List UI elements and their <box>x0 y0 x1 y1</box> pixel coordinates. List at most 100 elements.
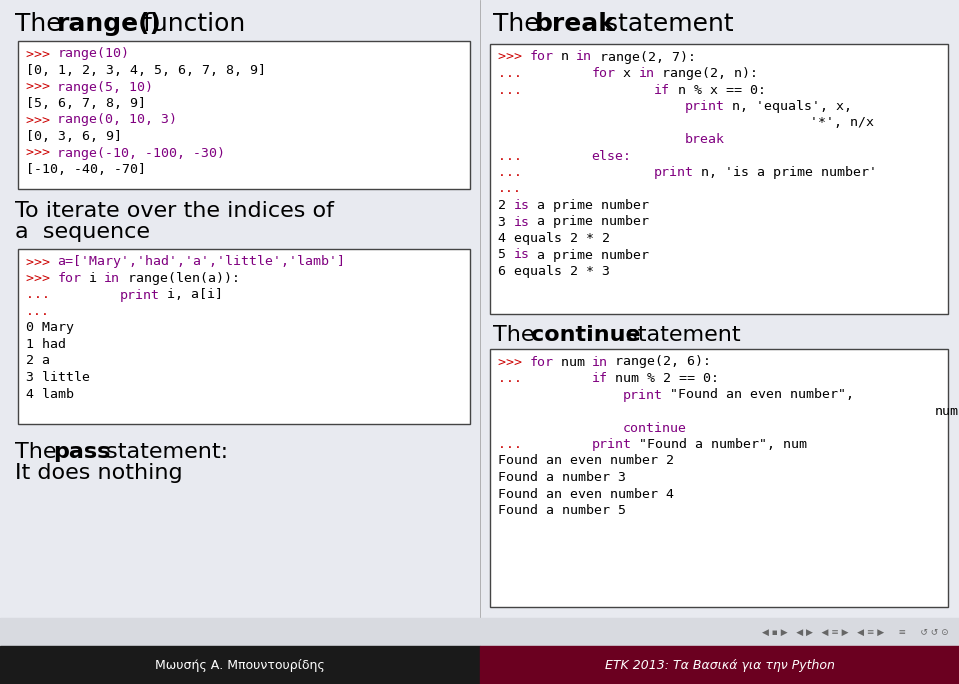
Text: >>>: >>> <box>26 47 58 60</box>
Bar <box>0 618 959 646</box>
Text: "Found an even number",: "Found an even number", <box>662 389 854 402</box>
Text: >>>: >>> <box>498 356 530 369</box>
Text: [-10, -40, -70]: [-10, -40, -70] <box>26 163 146 176</box>
FancyBboxPatch shape <box>18 249 470 424</box>
FancyBboxPatch shape <box>18 41 470 189</box>
Text: [0, 1, 2, 3, 4, 5, 6, 7, 8, 9]: [0, 1, 2, 3, 4, 5, 6, 7, 8, 9] <box>26 64 266 77</box>
Text: for: for <box>529 356 553 369</box>
Text: 0 Mary: 0 Mary <box>26 321 74 334</box>
Text: 1 had: 1 had <box>26 338 66 351</box>
Text: in: in <box>639 67 654 80</box>
Text: The: The <box>15 12 70 36</box>
Text: a prime number: a prime number <box>529 248 649 261</box>
Text: continue: continue <box>622 421 687 434</box>
Text: The: The <box>493 12 548 36</box>
Text: range(2, n):: range(2, n): <box>654 67 758 80</box>
Text: Found an even number 4: Found an even number 4 <box>498 488 674 501</box>
Text: '*', n/x: '*', n/x <box>810 116 874 129</box>
Text: ΕΤΚ 2013: Τα Βασικά για την Python: ΕΤΚ 2013: Τα Βασικά για την Python <box>605 659 835 672</box>
Text: >>>: >>> <box>26 256 58 269</box>
Text: 4 equals 2 * 2: 4 equals 2 * 2 <box>498 232 610 245</box>
Bar <box>0 646 480 684</box>
Text: >>>: >>> <box>26 146 58 159</box>
Text: function: function <box>135 12 246 36</box>
Text: range(): range() <box>57 12 162 36</box>
Text: statement: statement <box>619 325 740 345</box>
Text: range(len(a)):: range(len(a)): <box>120 272 240 285</box>
Text: continue: continue <box>531 325 641 345</box>
Text: print: print <box>120 289 159 302</box>
Text: Found an even number 2: Found an even number 2 <box>498 454 674 467</box>
Text: a prime number: a prime number <box>529 199 649 212</box>
Text: ...: ... <box>498 183 522 196</box>
Text: n: n <box>552 51 576 64</box>
Text: i: i <box>81 272 105 285</box>
Text: 2: 2 <box>498 199 514 212</box>
Text: if: if <box>592 372 608 385</box>
Text: range(-10, -100, -30): range(-10, -100, -30) <box>58 146 225 159</box>
Text: [5, 6, 7, 8, 9]: [5, 6, 7, 8, 9] <box>26 97 146 110</box>
Text: Found a number 3: Found a number 3 <box>498 471 626 484</box>
Text: if: if <box>654 83 670 96</box>
Text: print: print <box>654 166 694 179</box>
Text: "Found a number", num: "Found a number", num <box>631 438 807 451</box>
Text: in: in <box>104 272 120 285</box>
Text: is: is <box>514 199 529 212</box>
Text: range(2, 6):: range(2, 6): <box>607 356 712 369</box>
Text: print: print <box>592 438 632 451</box>
Text: pass: pass <box>53 442 110 462</box>
Text: ...: ... <box>26 305 50 318</box>
Text: n, 'equals', x,: n, 'equals', x, <box>724 100 853 113</box>
Text: ...: ... <box>498 67 530 80</box>
Text: It does nothing: It does nothing <box>15 463 182 483</box>
Text: >>>: >>> <box>498 51 530 64</box>
Text: 3 little: 3 little <box>26 371 90 384</box>
Text: Μωυσής Α. Μπουντουρίδης: Μωυσής Α. Μπουντουρίδης <box>155 659 325 672</box>
Text: The: The <box>493 325 542 345</box>
Text: a prime number: a prime number <box>529 215 649 228</box>
Text: 5: 5 <box>498 248 514 261</box>
Text: for: for <box>58 272 82 285</box>
Text: range(5, 10): range(5, 10) <box>58 81 153 94</box>
Text: for: for <box>592 67 616 80</box>
Text: break: break <box>535 12 616 36</box>
Text: x: x <box>615 67 639 80</box>
Text: break: break <box>685 133 725 146</box>
Text: n, 'is a prime number': n, 'is a prime number' <box>693 166 877 179</box>
Text: Found a number 5: Found a number 5 <box>498 504 626 517</box>
Text: ...: ... <box>498 166 530 179</box>
Text: in: in <box>576 51 592 64</box>
Text: ...: ... <box>498 438 530 451</box>
FancyBboxPatch shape <box>490 44 948 314</box>
Text: is: is <box>514 248 529 261</box>
Text: print: print <box>622 389 663 402</box>
Text: >>>: >>> <box>26 81 58 94</box>
Text: n % x == 0:: n % x == 0: <box>669 83 765 96</box>
Text: is: is <box>514 215 529 228</box>
Text: num: num <box>552 356 593 369</box>
Text: ...: ... <box>498 150 530 163</box>
Text: 6 equals 2 * 3: 6 equals 2 * 3 <box>498 265 610 278</box>
Text: ...: ... <box>498 83 530 96</box>
Text: To iterate over the indices of: To iterate over the indices of <box>15 201 334 221</box>
Text: ...: ... <box>26 289 58 302</box>
Text: i, a[i]: i, a[i] <box>158 289 222 302</box>
Text: range(10): range(10) <box>58 47 129 60</box>
Text: 3: 3 <box>498 215 514 228</box>
Text: [0, 3, 6, 9]: [0, 3, 6, 9] <box>26 130 122 143</box>
Text: num % 2 == 0:: num % 2 == 0: <box>607 372 719 385</box>
Text: print: print <box>685 100 725 113</box>
Text: a=['Mary','had','a','little','lamb']: a=['Mary','had','a','little','lamb'] <box>58 256 345 269</box>
Text: 4 lamb: 4 lamb <box>26 388 74 401</box>
FancyBboxPatch shape <box>490 349 948 607</box>
Text: ...: ... <box>498 372 530 385</box>
Text: >>>: >>> <box>26 272 58 285</box>
Text: for: for <box>529 51 553 64</box>
Text: num: num <box>935 405 959 418</box>
Text: range(0, 10, 3): range(0, 10, 3) <box>58 114 177 127</box>
Text: ◀ ▪ ▶   ◀ ▶   ◀ ≡ ▶   ◀ ≡ ▶     ≡     ↺ ↺ ⊙: ◀ ▪ ▶ ◀ ▶ ◀ ≡ ▶ ◀ ≡ ▶ ≡ ↺ ↺ ⊙ <box>762 627 949 637</box>
Text: in: in <box>592 356 608 369</box>
Text: 2 a: 2 a <box>26 354 50 367</box>
Text: >>>: >>> <box>26 114 58 127</box>
Text: a  sequence: a sequence <box>15 222 150 242</box>
